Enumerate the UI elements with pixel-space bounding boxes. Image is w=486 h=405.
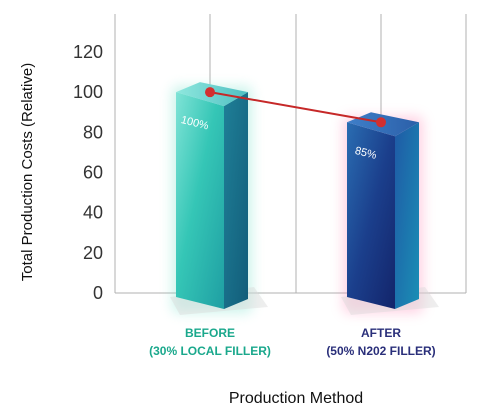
bar-side-before [224, 92, 248, 310]
category-label-before-line1: BEFORE [185, 326, 235, 340]
y-tick-label-40: 40 [83, 203, 103, 223]
trend-marker-after [376, 117, 386, 128]
category-label-after-line1: AFTER [361, 326, 401, 340]
category-labels: BEFORE (30% LOCAL FILLER) AFTER (50% N20… [149, 326, 436, 358]
data-label-after: 85% [354, 145, 378, 162]
trend-line [205, 87, 386, 128]
bar-front-before [176, 92, 224, 310]
y-tick-label-60: 60 [83, 163, 103, 183]
trend-marker-before [205, 87, 215, 98]
y-tick-label-120: 120 [73, 42, 103, 62]
x-axis-label: Production Method [229, 390, 363, 405]
bar-side-after [395, 122, 419, 310]
bar-after: 85% [341, 112, 439, 315]
y-tick-label-20: 20 [83, 243, 103, 263]
y-axis-label: Total Production Costs (Relative) [19, 63, 36, 281]
trend-line-segment [209, 91, 382, 124]
bar-front-after [347, 122, 395, 310]
y-tick-label-0: 0 [93, 283, 103, 303]
y-axis-ticks: 0 20 40 60 80 100 120 [73, 42, 103, 303]
y-tick-label-80: 80 [83, 122, 103, 142]
category-label-before-line2: (30% LOCAL FILLER) [149, 344, 271, 358]
y-tick-label-100: 100 [73, 82, 103, 102]
category-label-after-line2: (50% N202 FILLER) [326, 344, 435, 358]
bar-before: 100% [170, 82, 268, 315]
bars: 100% 85% [170, 82, 439, 315]
